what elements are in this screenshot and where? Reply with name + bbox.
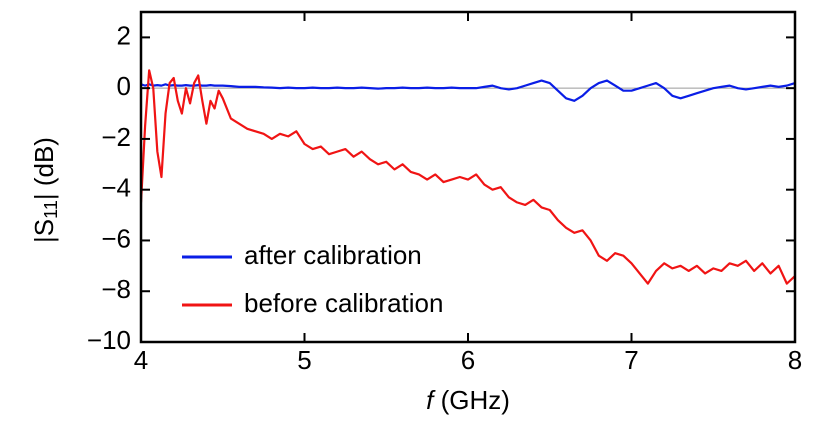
y-label-subscript: 11: [41, 200, 61, 219]
data-line: [141, 69, 795, 285]
x-tick-label: 4: [134, 345, 148, 375]
legend-label: after calibration: [244, 240, 422, 270]
plot-frame: [139, 10, 797, 344]
y-label-main: |S: [29, 219, 59, 243]
legend-label: before calibration: [244, 288, 443, 318]
x-label-unit: (GHz): [433, 385, 510, 415]
y-tick-label: −6: [101, 223, 131, 253]
x-tick-label: 5: [297, 345, 311, 375]
y-axis-label: |S11| (dB): [29, 137, 61, 243]
y-tick-label: −10: [87, 325, 131, 355]
x-tick-label: 7: [624, 345, 638, 375]
y-tick-label: −4: [101, 173, 131, 203]
y-tick-label: 0: [117, 71, 131, 101]
data-line: [141, 79, 795, 102]
x-tick-label: 8: [788, 345, 802, 375]
y-tick-label: −2: [101, 122, 131, 152]
x-tick-label: 6: [461, 345, 475, 375]
y-tick-label: 2: [117, 20, 131, 50]
y-label-tail: | (dB): [29, 137, 59, 200]
plot-area: [141, 69, 795, 285]
x-label-symbol: f: [426, 385, 436, 415]
y-tick-label: −8: [101, 274, 131, 304]
x-axis-label: f (GHz): [426, 385, 510, 415]
